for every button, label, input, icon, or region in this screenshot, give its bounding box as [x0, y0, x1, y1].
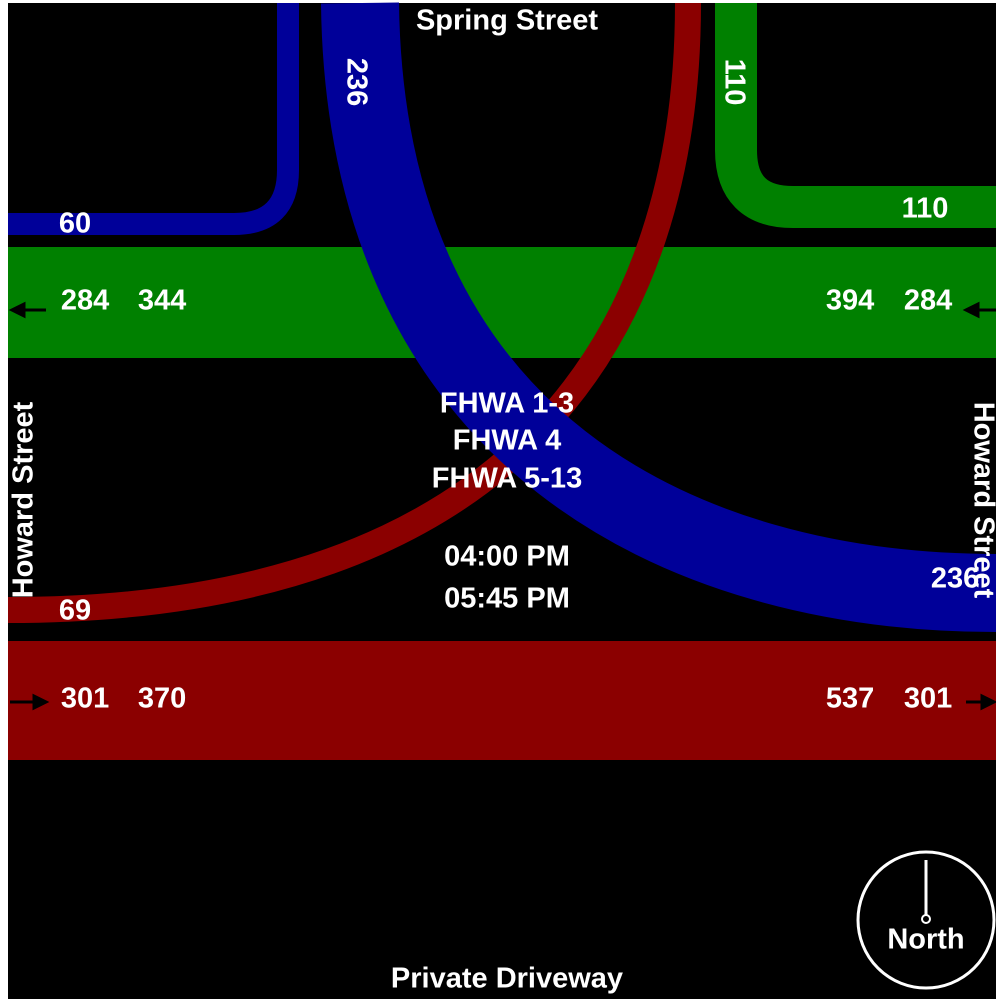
- blue-through: [321, 2, 996, 632]
- volume-label: 236: [931, 563, 979, 595]
- time: 05:45 PM: [444, 583, 570, 615]
- volume-label: 110: [718, 59, 750, 106]
- street-name: Howard Street: [967, 402, 996, 599]
- green-band: [8, 247, 996, 358]
- volume-label: 284: [904, 285, 952, 317]
- volume-label: 370: [138, 683, 186, 715]
- blue-turn: [8, 3, 299, 235]
- compass: [856, 850, 996, 990]
- street-name: Howard Street: [8, 401, 40, 598]
- volume-label: 236: [340, 58, 372, 106]
- arrows: [8, 301, 996, 711]
- volume-label: 537: [826, 683, 874, 715]
- green-turn: [715, 3, 996, 228]
- street-name: Spring Street: [416, 5, 598, 37]
- street-name: Private Driveway: [391, 963, 623, 995]
- legend-item: FHWA 5-13: [432, 463, 582, 495]
- red-band: [8, 641, 996, 760]
- legend-item: FHWA 1-3: [440, 388, 574, 420]
- volume-label: 69: [59, 595, 91, 627]
- volume-label: 301: [904, 683, 952, 715]
- background: [8, 3, 996, 999]
- volume-label: 284: [61, 285, 109, 317]
- volume-label: 344: [138, 285, 186, 317]
- volume-label: 110: [902, 193, 949, 225]
- volume-label: 394: [826, 285, 874, 317]
- compass-label: North: [887, 924, 964, 956]
- time: 04:00 PM: [444, 541, 570, 573]
- volume-label: 301: [61, 683, 109, 715]
- legend-item: FHWA 4: [453, 425, 561, 457]
- volume-label: 60: [59, 208, 91, 240]
